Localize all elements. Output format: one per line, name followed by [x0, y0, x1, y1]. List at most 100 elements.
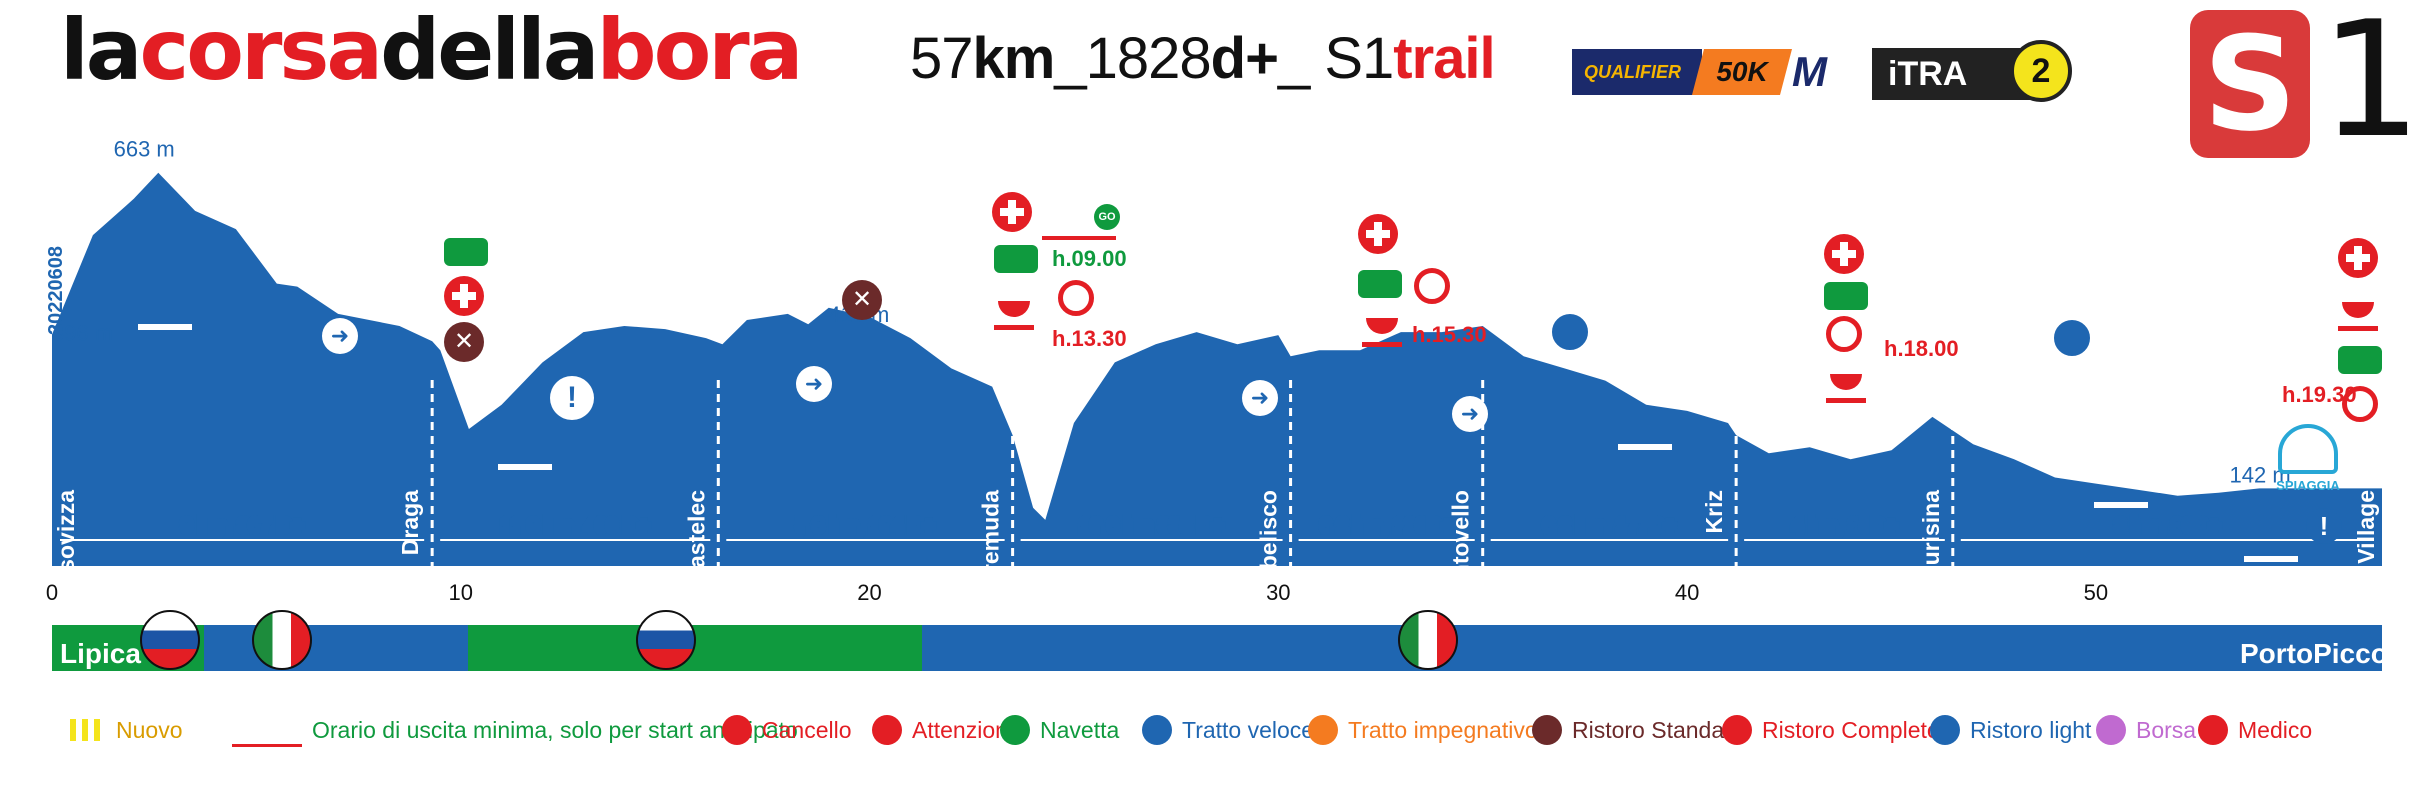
s1-logo-one: 1 — [2320, 0, 2420, 173]
stopwatch-icon — [2342, 386, 2378, 422]
subtitle-part: _1828 — [1054, 26, 1211, 91]
bowl-icon — [1722, 715, 1752, 745]
climber-icon — [1618, 404, 1672, 450]
legend-item: Cancello — [722, 700, 852, 760]
title-part: la — [60, 1, 143, 99]
checkpoint-label: Obelisco — [1256, 490, 1282, 587]
legend-item: Navetta — [1000, 700, 1119, 760]
x-tick-label: 20 — [857, 580, 881, 600]
segment-label: 3 km, 80D+ — [2115, 515, 2220, 537]
title-part: corsa — [139, 1, 383, 99]
medical-cross-icon — [1824, 234, 1864, 274]
itra-points: 2 — [2010, 40, 2072, 102]
x-tick-label: 30 — [1266, 580, 1290, 600]
checkpoint-label: Bora Village — [2353, 490, 2379, 600]
shuttle-bus-icon — [994, 245, 1038, 273]
legend-item: Ristoro Completo — [1722, 700, 1940, 760]
cutoff-time-label: h.15.30 — [1412, 322, 1487, 347]
segment-label: 6.2 km, 277D+ — [1543, 515, 1676, 537]
stopwatch-icon — [1826, 316, 1862, 352]
warning-icon: ! — [550, 376, 594, 420]
checkpoint-label: Kriz — [1701, 490, 1727, 533]
bowl-icon — [1826, 368, 1866, 403]
subtitle-part: _ S1 — [1277, 26, 1394, 91]
legend-item: Ristoro Standard — [1532, 700, 1745, 760]
qualifier-badge: QUALIFIER 50K M — [1572, 49, 1842, 95]
new-section-marker — [70, 719, 106, 741]
checkpoint-label: Basovizza — [53, 490, 79, 600]
beach-label: SPIAGGIA — [2276, 478, 2340, 493]
legend-item: Orario di uscita minima, solo per start … — [232, 700, 798, 760]
checkpoint-label: Aurisina — [1918, 490, 1944, 582]
legend-label: Tratto veloce — [1182, 716, 1315, 743]
medical-cross-icon — [2198, 715, 2228, 745]
climber-icon — [138, 284, 192, 330]
climber-icon — [1308, 715, 1338, 745]
legend-item: Ristoro light — [1930, 700, 2091, 760]
qualifier-label: QUALIFIER — [1572, 49, 1702, 95]
segment-label: 6.2 km, 120D+ — [1320, 515, 1453, 537]
segment-label: 9 km, 367 D+ — [181, 515, 303, 537]
water-drop-icon — [1550, 312, 1590, 352]
water-drop-icon — [2052, 318, 2092, 358]
subtitle-part: d+ — [1210, 26, 1279, 91]
checkpoint-label: Rif. Premuda — [978, 490, 1004, 600]
fork-knife-icon: ✕ — [444, 322, 484, 362]
segment-label: 10,6 km 335 D+ — [1080, 515, 1224, 537]
legend-item: Tratto impegnativo — [1308, 700, 1538, 760]
bowl-icon — [994, 295, 1034, 330]
cutoff-time-label: h.09.00 — [1052, 246, 1127, 271]
route-country-bar — [52, 625, 2382, 671]
slovenia-flag-icon — [636, 610, 696, 670]
stopwatch-icon — [1414, 268, 1450, 304]
start-gate-icon — [232, 714, 302, 747]
bowl-icon — [2338, 296, 2378, 331]
x-tick-label: 10 — [449, 580, 473, 600]
x-tick-label: 50 — [2084, 580, 2108, 600]
x-axis: 0 10 20 30 40 50 — [46, 580, 2108, 600]
legend-label: Ristoro Standard — [1572, 716, 1745, 743]
runner-icon: ➜ — [322, 318, 358, 354]
cutoff-time-label: h.13.30 — [1052, 326, 1127, 351]
x-tick-label: 0 — [46, 580, 58, 600]
elevation-label: 663 m — [114, 137, 175, 162]
subtitle-part: trail — [1393, 26, 1495, 91]
stopwatch-icon — [722, 715, 752, 745]
subtitle-part: 57 — [910, 26, 974, 91]
legend-item: Nuovo — [70, 700, 182, 760]
medical-cross-icon — [444, 276, 484, 316]
beach-wave-icon — [2278, 424, 2338, 474]
medical-cross-icon — [992, 192, 1032, 232]
s1-logo-s: S — [2190, 10, 2310, 158]
elevation-profile-chart: 9 km, 367 D+ 11,9 km, 400 D+ 5,8 km, 194 D… — [45, 137, 2382, 600]
qualifier-distance: 50K — [1692, 49, 1792, 95]
itra-badge: iTRA 2 — [1872, 40, 2072, 106]
warning-icon: ! — [2306, 508, 2342, 544]
segment-labels: 9 km, 367 D+ 11,9 km, 400 D+ 5,8 km, 194 D… — [60, 512, 2374, 541]
race-title: lacorsadellabora — [60, 8, 803, 92]
legend-label: Nuovo — [116, 716, 183, 743]
water-drop-icon — [1930, 715, 1960, 745]
legend-label: Ristoro light — [1970, 716, 2092, 743]
shuttle-bus-icon — [444, 238, 488, 266]
cutoff-time-label: h.18.00 — [1884, 336, 1959, 361]
checkpoint-label: Draga — [397, 490, 423, 555]
checkpoint-label: Kastelec — [683, 490, 709, 585]
runner-icon — [1142, 715, 1172, 745]
italy-flag-icon — [1398, 610, 1458, 670]
shuttle-bus-icon — [2338, 346, 2382, 374]
subtitle-part: km — [972, 26, 1056, 91]
x-tick-label: 40 — [1675, 580, 1699, 600]
legend-item: Attenzione — [872, 700, 1021, 760]
segment-label: 4 km, 85D+ — [1792, 515, 1897, 537]
legend-label: Ristoro Completo — [1762, 716, 1940, 743]
legend-label: Orario di uscita minima, solo per start … — [312, 716, 798, 743]
shuttle-bus-icon — [1824, 282, 1868, 310]
runner-icon: ➜ — [1452, 396, 1488, 432]
climber-icon — [498, 424, 552, 470]
title-part: della — [380, 1, 599, 99]
legend-item: Borsa — [2096, 700, 2196, 760]
bowl-icon — [1362, 312, 1402, 347]
warning-icon — [872, 715, 902, 745]
checkpoint-labels: Basovizza Draga Kastelec Rif. Premuda Obelis… — [53, 490, 2379, 600]
